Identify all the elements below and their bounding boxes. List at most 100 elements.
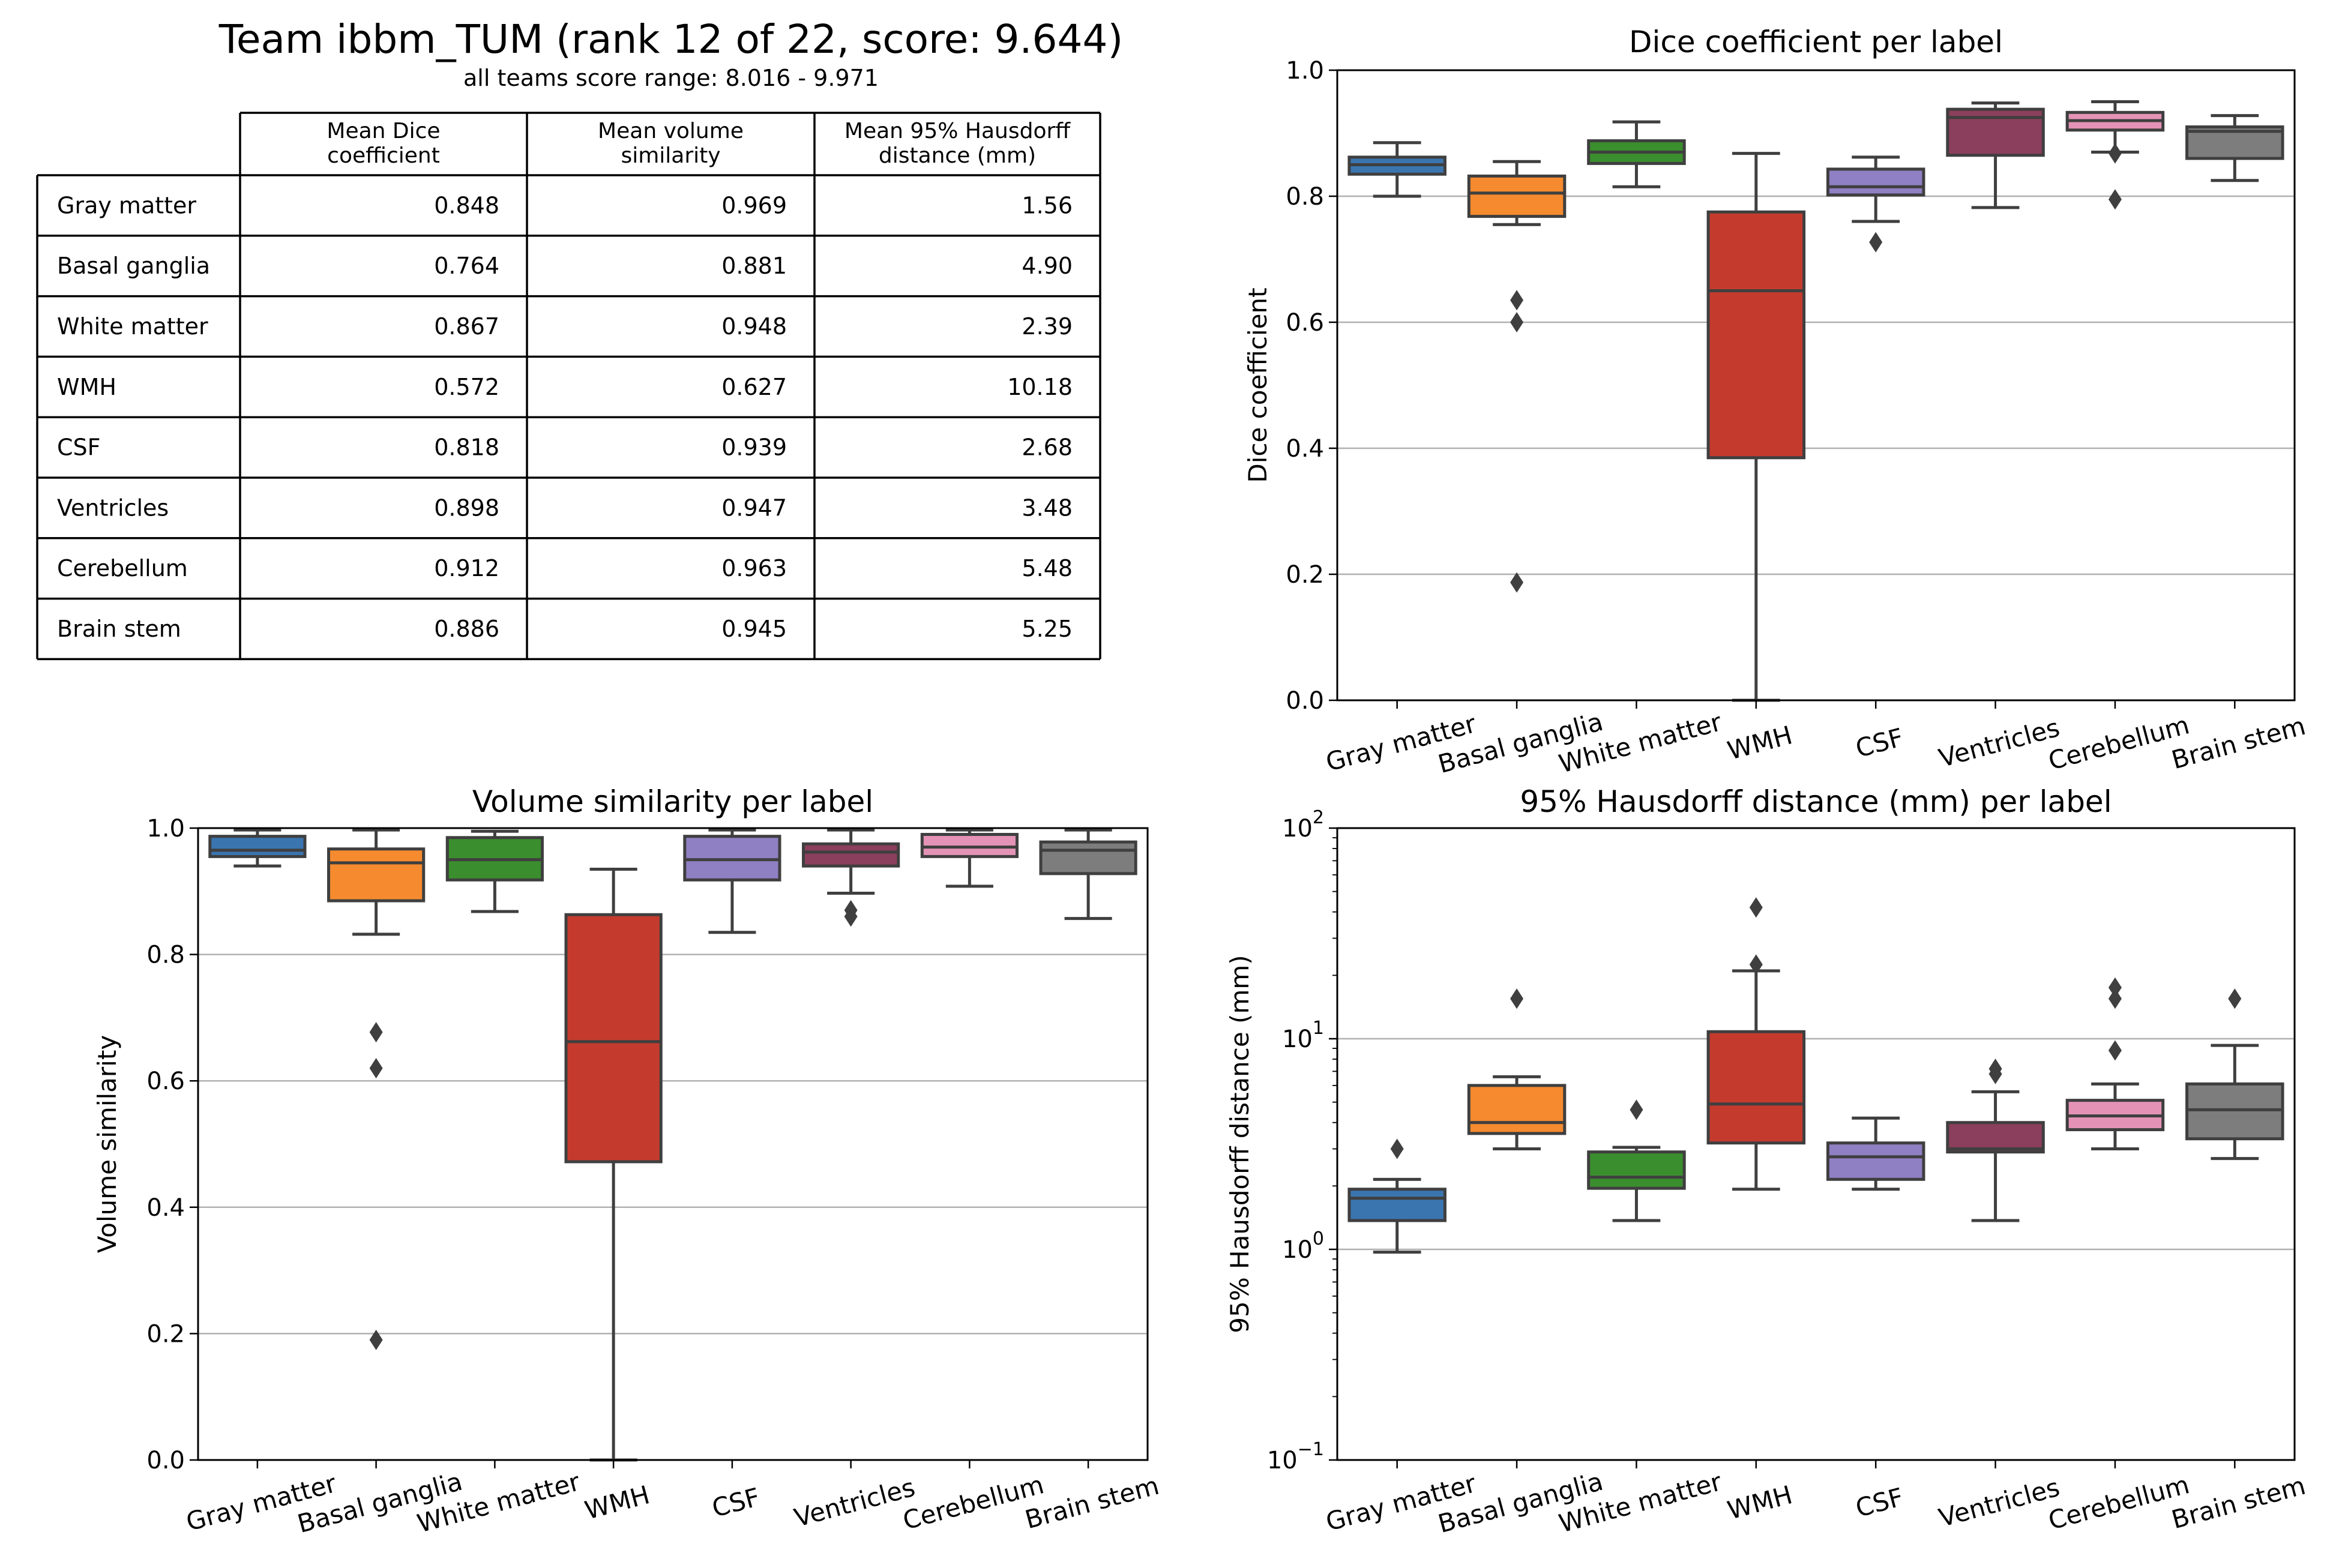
table-row-label: Ventricles [57,494,169,521]
outlier-point [2108,143,2122,164]
y-tick-label: 10−1 [1267,1439,1324,1474]
figure-title: Team ibbm_TUM (rank 12 of 22, score: 9.6… [218,16,1124,62]
table-cell: 0.939 [721,434,787,461]
box-iqr [2185,1082,2284,1141]
outlier-point [2108,977,2122,998]
figure-subtitle: all teams score range: 8.016 - 9.971 [463,65,879,91]
table-cell: 2.68 [1022,434,1073,461]
y-tick-label: 0.4 [146,1194,185,1222]
box-iqr [1587,1150,1686,1190]
table-cell: 5.48 [1022,555,1073,581]
table-cell: 0.627 [721,374,787,400]
outlier-point [369,1329,383,1350]
box-iqr [1347,1188,1446,1222]
y-tick-label: 1.0 [1286,57,1324,85]
table-row-label: Gray matter [57,192,196,218]
outlier-point [1510,988,1524,1009]
table-cell: 4.90 [1022,253,1073,279]
outlier-point [1390,1138,1404,1159]
summary-table: Mean Dice coefficient Mean volume similarit… [36,112,1101,661]
outlier-point [1510,572,1524,593]
outlier-point [1630,1099,1643,1120]
outlier-point [369,1022,383,1043]
chart-title: Volume similarity per label [472,784,873,819]
outlier-point [1510,312,1524,332]
table-cell: 0.963 [721,555,787,581]
table-cell: 0.818 [434,434,499,461]
y-tick-label: 101 [1282,1018,1324,1053]
box-iqr [1467,174,1567,218]
table-cell: 0.912 [434,555,499,581]
outlier-point [1510,290,1524,311]
y-tick-label: 0.0 [1286,687,1324,715]
y-tick-label: 1.0 [146,815,185,843]
box-iqr [1826,1141,1925,1181]
axes-frame [197,827,1149,1461]
box-iqr [802,842,900,868]
table-row-label: White matter [57,313,208,340]
table-cell: 0.969 [721,192,787,218]
table-cell: 0.898 [434,494,499,521]
table-row-label: Cerebellum [57,555,188,581]
outlier-point [2108,1040,2122,1061]
table-cell: 2.39 [1022,313,1073,340]
hausdorff-chart-panel: 95% Hausdorff distance (mm) per label 10−… [1225,784,2308,1539]
y-axis-label: 95% Hausdorff distance (mm) [1225,955,1254,1333]
table-row-label: Basal ganglia [57,253,210,279]
table-cell: 0.848 [434,192,499,218]
outlier-point [1869,232,1883,253]
y-tick-label: 0.8 [146,942,185,969]
y-tick-label: 100 [1282,1228,1324,1264]
table-row-label: Brain stem [57,616,181,642]
table-cell: 1.56 [1022,192,1073,218]
outlier-point [1988,1059,2002,1080]
y-tick-label: 0.2 [146,1320,185,1348]
box-iqr [208,835,307,858]
box-iqr [1706,1030,1806,1145]
y-tick-label: 0.0 [146,1447,185,1474]
box-iqr [1826,167,1925,197]
outlier-point [1749,897,1763,918]
table-cell: 10.18 [1007,374,1073,400]
table-cell: 0.945 [721,616,787,642]
y-tick-label: 0.6 [146,1068,185,1095]
table-cell: 5.25 [1022,616,1073,642]
table-cell: 0.881 [721,253,787,279]
box-iqr [1946,1121,2045,1154]
outlier-point [2108,988,2122,1009]
box-iqr [920,833,1019,858]
y-tick-label: 0.4 [1286,435,1324,463]
table-row-label: CSF [57,434,101,461]
table-header-cell: Mean volume similarity [598,119,744,168]
box-iqr [1467,1084,1567,1135]
y-axis-label: Dice coefficient [1243,287,1272,482]
chart-title: 95% Hausdorff distance (mm) per label [1520,784,2112,819]
table-cell: 0.867 [434,313,499,340]
table-cell: 0.886 [434,616,499,642]
outlier-point [369,1058,383,1079]
chart-title: Dice coefficient per label [1629,25,2003,59]
axes-frame [1336,69,2296,701]
table-header-cell: Mean 95% Hausdorff distance (mm) [844,119,1071,168]
y-tick-label: 0.6 [1286,309,1324,337]
y-tick-label: 0.2 [1286,561,1324,589]
box-iqr [1706,210,1806,460]
table-header-cell: Mean Dice coefficient [327,119,440,168]
outlier-point [1749,954,1763,975]
y-tick-label: 102 [1282,807,1324,843]
axes-frame [1336,827,2296,1461]
outlier-point [2228,988,2242,1009]
y-tick-label: 0.8 [1286,183,1324,211]
table-cell: 0.572 [434,374,499,400]
box-iqr [683,835,781,882]
outlier-point [844,906,858,927]
box-iqr [1039,840,1137,876]
table-row-label: WMH [57,374,116,400]
box-iqr [564,913,663,1164]
box-iqr [327,847,426,903]
table-cell: 0.764 [434,253,499,279]
table-cell: 3.48 [1022,494,1073,521]
table-cell: 0.948 [721,313,787,340]
y-axis-label: Volume similarity [92,1035,122,1253]
